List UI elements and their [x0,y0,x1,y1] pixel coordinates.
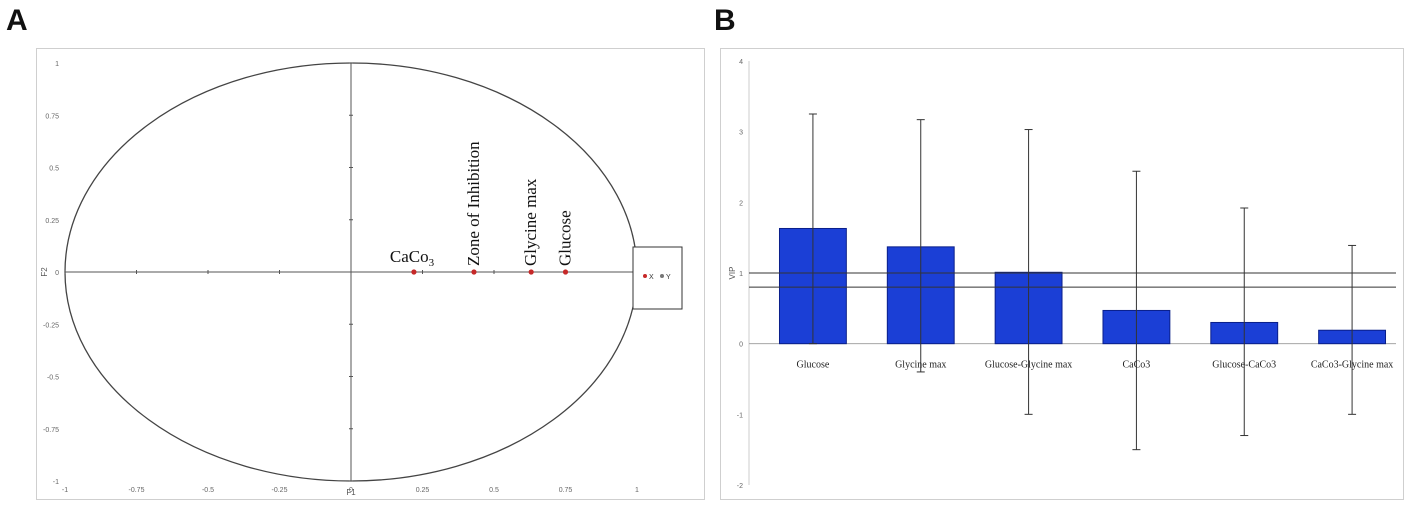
point-label-vertical: Glucose [556,210,575,266]
correlation-circle-panel: -1 -0.75 -0.5 -0.25 0 0.25 0.5 0.75 1 1 0.75 0.5 0.2… [36,48,705,500]
variable-point [528,269,534,275]
panel-a-letter: A [6,4,28,37]
y-tick-label: 0.75 [45,113,59,120]
vip-bar-panel: 4 3 2 1 0 -1 -2 VIP Glucose Glycine max Glucose-Gl… [720,48,1404,500]
category-label: Glucose [797,360,830,371]
y-tick-label: 2 [739,200,743,207]
variable-point [471,269,477,275]
point-label-vertical: Glycine max [521,178,540,266]
y-tick-label: 1 [739,271,743,278]
category-label: Glucose-CaCo3 [1212,360,1276,371]
x-tick-label: 0 [349,487,353,494]
category-label: CaCo3-Glycine max [1311,360,1393,371]
category-label: Glycine max [895,360,946,371]
y-tick-label: 3 [739,130,743,137]
y-tick-label: 0 [739,342,743,349]
point-label-cacos: CaCo3 [390,247,435,269]
variable-point [411,269,417,275]
y-tick-label: 0.25 [45,218,59,225]
y-tick-label: 0 [55,270,59,277]
y-tick-label: -0.5 [47,375,59,382]
y-axis-title: VIP [728,267,737,280]
legend-box [632,246,683,310]
legend-marker-x [643,274,647,278]
x-tick-label: 0.75 [559,487,573,494]
x-tick-label: -0.5 [202,487,214,494]
y-tick-label: 1 [55,61,59,68]
y-axis-title: F2 [40,267,49,277]
y-tick-label: -1 [53,479,59,486]
correlation-circle-chart: -1 -0.75 -0.5 -0.25 0 0.25 0.5 0.75 1 1 0.75 0.5 0.2… [40,61,683,497]
y-tick-label: -2 [737,483,743,490]
legend-marker-y [660,274,664,278]
category-label: Glucose-Glycine max [985,360,1072,371]
y-tick-label: 0.5 [49,166,59,173]
panel-b-letter: B [714,4,736,37]
x-tick-label: 0.5 [489,487,499,494]
y-tick-label: -1 [737,412,743,419]
y-tick-label: -0.75 [43,427,59,434]
vip-bar-chart: 4 3 2 1 0 -1 -2 VIP Glucose Glycine max Glucose-Gl… [728,59,1396,490]
variable-point [562,269,569,275]
y-tick-label: 4 [739,59,743,66]
category-label: CaCo3 [1123,360,1151,371]
x-tick-label: -0.25 [272,487,288,494]
x-tick-label: -1 [62,487,68,494]
legend-label-y: Y [666,274,671,281]
x-tick-label: -0.75 [129,487,145,494]
y-tick-label: -0.25 [43,322,59,329]
x-axis-title: F1 [346,488,356,497]
x-tick-label: 0.25 [416,487,430,494]
x-tick-label: 1 [635,487,639,494]
point-label-vertical: Zone of Inhibition [464,141,483,266]
legend-label-x: X [649,274,654,281]
